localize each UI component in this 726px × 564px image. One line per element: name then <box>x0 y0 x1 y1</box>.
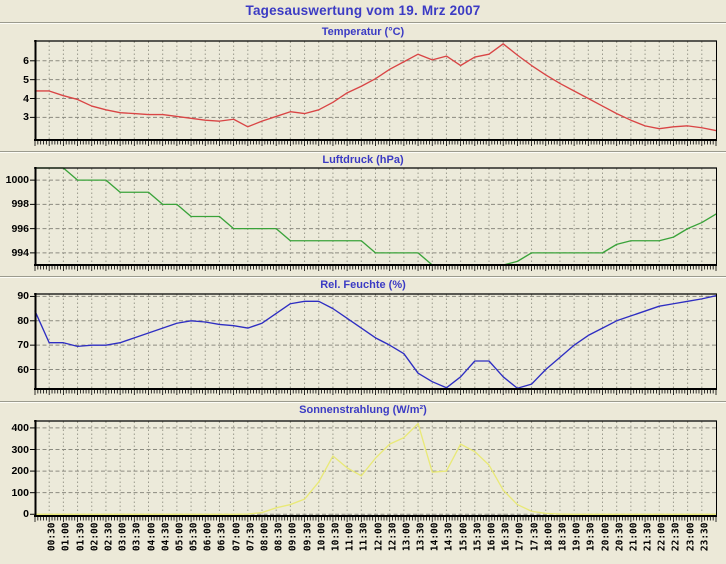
x-tick-label: 11:00 <box>344 522 356 552</box>
x-tick-label: 02:00 <box>89 522 101 552</box>
x-tick-label: 03:30 <box>131 522 143 552</box>
y-tick-label: 996 <box>11 222 29 235</box>
plot-canvas <box>30 167 717 271</box>
y-tick-label: 100 <box>11 486 29 499</box>
x-tick-label: 09:30 <box>302 522 314 552</box>
solar-plot <box>29 420 718 528</box>
data-series-line <box>34 43 717 132</box>
y-tick-label: 80 <box>17 314 29 327</box>
page-title: Tagesauswertung vom 19. Mrz 2007 <box>245 3 481 18</box>
y-tick-label: 400 <box>11 421 29 434</box>
data-series-line <box>34 167 717 266</box>
x-tick-label: 13:30 <box>415 522 427 552</box>
chart-title-pressure: Luftdruck (hPa) <box>322 154 404 166</box>
pressure-plot <box>29 167 718 277</box>
x-tick-label: 08:00 <box>259 522 271 552</box>
x-tick-label: 14:00 <box>429 522 441 552</box>
y-tick-label: 3 <box>23 111 29 124</box>
x-tick-label: 08:30 <box>273 522 285 552</box>
x-tick-label: 15:30 <box>472 522 484 552</box>
x-tick-label: 13:00 <box>401 522 413 552</box>
x-tick-label: 19:00 <box>571 522 583 552</box>
x-tick-label: 07:00 <box>231 522 243 552</box>
y-tick-label: 5 <box>23 73 29 86</box>
x-tick-label: 12:30 <box>387 522 399 552</box>
y-tick-label: 6 <box>23 54 29 67</box>
x-tick-label: 20:00 <box>600 522 611 552</box>
x-tick-label: 22:00 <box>656 522 668 552</box>
x-tick-label: 00:30 <box>46 522 58 552</box>
y-tick-label: 1000 <box>5 174 29 187</box>
y-tick-label: 90 <box>17 290 29 303</box>
x-tick-label: 21:00 <box>628 522 640 552</box>
panel-separator-1 <box>0 151 726 153</box>
chart-title-humidity: Rel. Feuchte (%) <box>320 279 406 291</box>
x-tick-label: 17:30 <box>529 522 541 552</box>
temperature-plot <box>29 40 718 152</box>
x-tick-label: 19:30 <box>585 522 597 552</box>
panel-separator-3 <box>0 401 726 403</box>
x-tick-label: 12:00 <box>373 522 384 552</box>
x-tick-label: 10:30 <box>330 522 342 552</box>
y-tick-label: 4 <box>23 92 29 105</box>
x-tick-label: 06:00 <box>202 522 214 552</box>
y-tick-label: 200 <box>11 465 29 478</box>
x-tick-label: 01:00 <box>60 522 72 552</box>
x-tick-label: 10:00 <box>316 522 328 552</box>
x-tick-label: 17:00 <box>514 522 526 552</box>
panel-separator-2 <box>0 276 726 278</box>
x-tick-label: 05:30 <box>188 522 200 552</box>
y-tick-label: 994 <box>11 246 29 259</box>
x-tick-label: 03:00 <box>117 522 129 552</box>
x-tick-label: 23:00 <box>685 522 697 552</box>
x-tick-label: 11:30 <box>358 522 370 552</box>
data-series-line <box>34 295 717 389</box>
x-tick-label: 22:30 <box>670 522 682 552</box>
x-tick-label: 09:00 <box>287 522 299 552</box>
y-tick-label: 998 <box>11 198 29 211</box>
x-tick-label: 20:30 <box>614 522 626 552</box>
plot-canvas <box>30 293 717 395</box>
chart-title-solar: Sonnenstrahlung (W/m²) <box>299 404 427 416</box>
plot-canvas <box>30 420 717 522</box>
y-tick-label: 60 <box>17 363 29 376</box>
x-tick-label: 18:30 <box>557 522 569 552</box>
humidity-plot <box>29 293 718 401</box>
y-tick-label: 300 <box>11 443 29 456</box>
data-series-line <box>34 422 717 515</box>
x-tick-label: 04:30 <box>160 522 172 552</box>
y-tick-label: 0 <box>23 508 29 521</box>
x-tick-label: 01:30 <box>75 522 87 552</box>
x-tick-label: 04:00 <box>146 522 157 552</box>
chart-title-temperature: Temperatur (°C) <box>321 26 405 38</box>
x-tick-label: 14:30 <box>443 522 455 552</box>
x-tick-label: 16:00 <box>486 522 498 552</box>
x-tick-label: 15:00 <box>458 522 470 552</box>
x-tick-label: 18:00 <box>543 522 555 552</box>
y-tick-label: 70 <box>17 339 29 352</box>
x-tick-label: 21:30 <box>642 522 654 552</box>
x-tick-label: 02:30 <box>103 522 115 552</box>
x-tick-label: 23:30 <box>699 522 711 552</box>
x-tick-label: 16:30 <box>500 522 512 552</box>
x-tick-label: 05:00 <box>174 522 186 552</box>
x-tick-label: 06:30 <box>216 522 228 552</box>
x-tick-label: 07:30 <box>245 522 257 552</box>
title-separator <box>0 22 726 24</box>
plot-canvas <box>30 40 717 146</box>
